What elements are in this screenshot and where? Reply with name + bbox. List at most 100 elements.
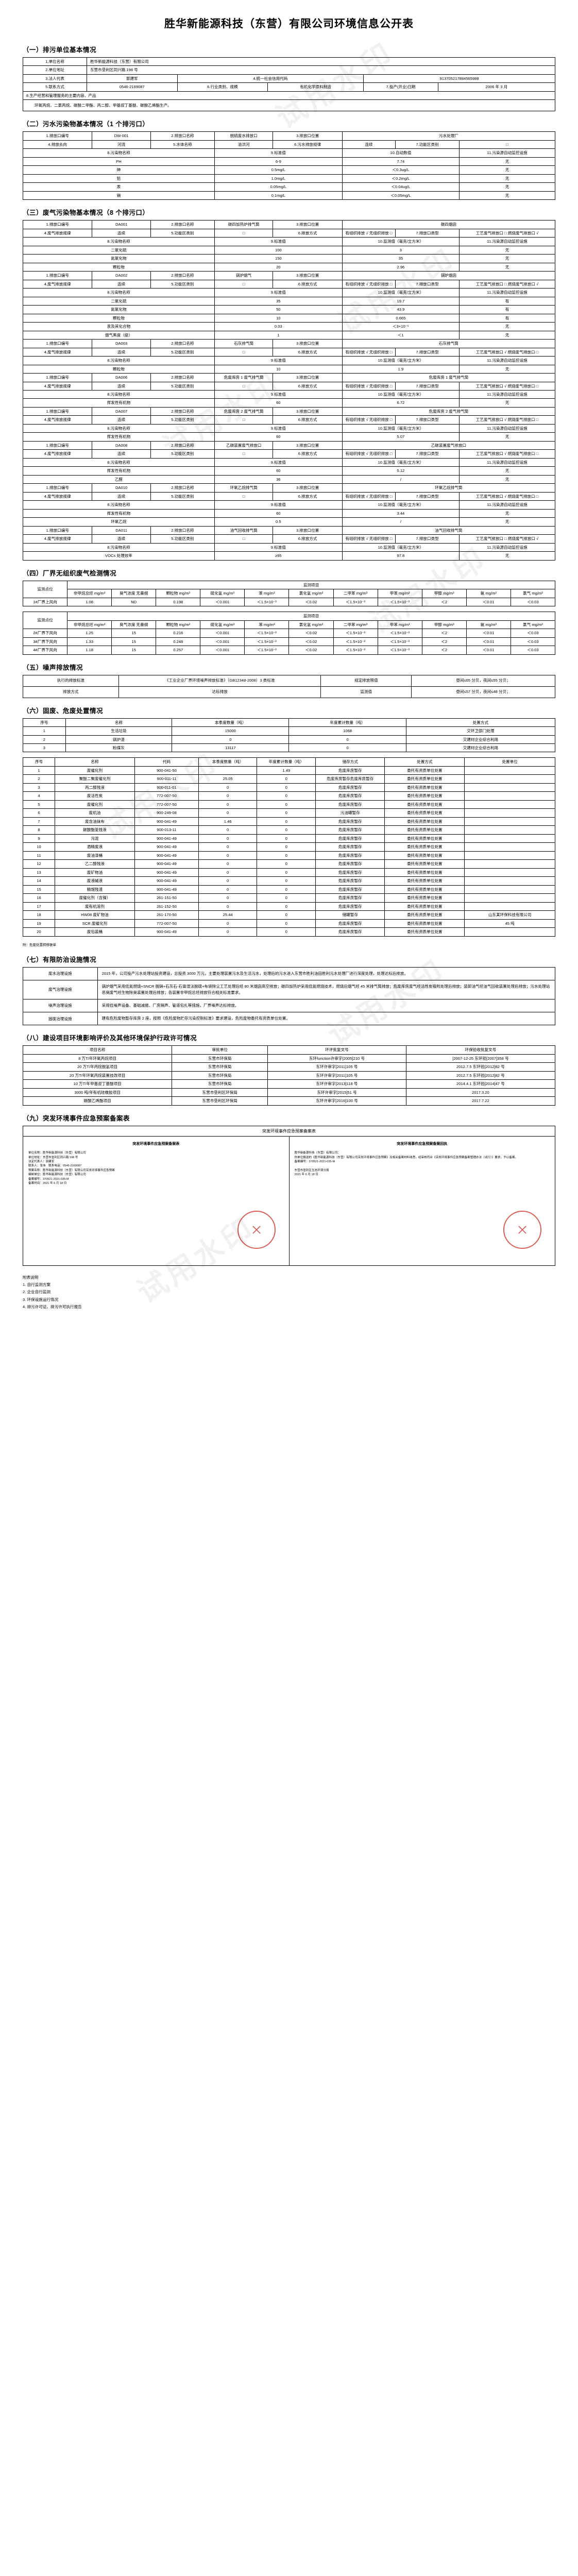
air-outlet-header-row: 1.排放口编号 DA011 2.排放口名称 油气回收排气筒 3.排放口位置 油气回收排气筒 bbox=[22, 526, 556, 535]
pollutant-measured: / bbox=[342, 517, 460, 527]
discharge-rule-value: 连续 bbox=[92, 449, 151, 459]
hazardous-waste-row: 13 废矿物油 900-041-49 0 0 危废库房暂存 委托有资质单位处置 bbox=[23, 868, 555, 877]
air-outlet-header-row: 1.排放口编号 DA007 2.排放口名称 危废库房 2 废气排气筒 3.排放口位置 危废… bbox=[22, 406, 556, 416]
haz-name: 废催化剂 bbox=[54, 800, 135, 809]
haz-storage: 危废库房暂存 bbox=[315, 783, 385, 792]
business-scope-label: 8.生产经营和管理服务的主要内容、产品 bbox=[23, 91, 555, 100]
monitor-column-header: 二甲苯 mg/m³ bbox=[333, 620, 378, 630]
haz-quarter-qty: 25.05 bbox=[198, 774, 258, 784]
eia-row: 8 万T/年环氧丙烷项目 东营市环保局 东环function许审字[2005]210… bbox=[22, 1054, 556, 1063]
monitor-point-label: 监测点位 bbox=[22, 612, 68, 630]
monitor-value: ＜2 bbox=[421, 597, 467, 607]
table-row: 8.生产经营和管理服务的主要内容、产品 bbox=[23, 91, 555, 100]
haz-quarter-qty: 0 bbox=[198, 808, 258, 818]
pollutant-name: PH bbox=[23, 157, 215, 166]
outlet-no-label: 1.排放口编号 bbox=[22, 131, 93, 141]
zone-label: 5.功能区类别 bbox=[150, 347, 215, 357]
legal-rep-value: 郭建军 bbox=[86, 74, 178, 83]
eia-row: 20 万T/年丙烷脱氢项目 东营市环保局 东环许审字[2011]105 号 2012.… bbox=[22, 1062, 556, 1072]
haz-quarter-qty: 0 bbox=[198, 791, 258, 801]
table-row: 8.污染物名称 9.标准值 10.自动数值 11.污染源自动监控设施 bbox=[23, 148, 555, 158]
document-page: 试用水印 试用水印 试用水印 试用水印 试用水印 试用水印 试用水印 试用水印 … bbox=[0, 0, 578, 1331]
pollutant-std: 10 bbox=[214, 313, 343, 323]
pollutant-name-header: 8.污染物名称 bbox=[23, 237, 215, 246]
monitor-value: ＜2 bbox=[421, 637, 467, 647]
haz-method: 委托有资质单位处置 bbox=[384, 800, 465, 809]
air-outlet-header-row: 1.排放口编号 DA001 2.排放口名称 碳四加热炉排气筒 3.排放口位置 碳四烟囱 bbox=[22, 220, 556, 229]
section-heading-9: （九）突发环境事件应急预案备案表 bbox=[23, 1114, 130, 1122]
table-row: 1.单位名称 胜华新能源科技（东营）有限公司 bbox=[23, 57, 556, 66]
pollutant-name: 挥发性有机物 bbox=[23, 509, 215, 518]
haz-name: 聚醚二聚废催化剂 bbox=[54, 774, 135, 784]
eia-acceptance-no: 2017.3.20 bbox=[405, 1088, 556, 1097]
haz-no: 13 bbox=[23, 868, 55, 877]
cert-body: 突发环境事件应急预案备案表 单位名称：胜华新能源科技（东营）有限公司 单位地址：… bbox=[23, 1136, 555, 1265]
zone-value: □ bbox=[214, 279, 274, 289]
haz-quarter-qty: 1.46 bbox=[198, 817, 258, 826]
outlet-no-label: 1.排放口编号 bbox=[22, 526, 93, 535]
monitor-column-header: 甲苯 mg/m³ bbox=[377, 620, 422, 630]
monitor-column-header: 甲醇 mg/m³ bbox=[421, 620, 467, 630]
eia-acceptance-no: 2012.7.5 东环验[2012]82 号 bbox=[405, 1062, 556, 1072]
pollutant-std: 100 bbox=[214, 245, 343, 255]
haz-name: 废机油 bbox=[54, 808, 135, 818]
discharge-mode-label: 6.排放方式 bbox=[273, 381, 343, 391]
eia-approval-no: 东环许审字[2013]118 号 bbox=[267, 1079, 406, 1089]
pollutant-name: 颗粒物 bbox=[23, 262, 215, 272]
business-scope-value: 环氧丙烷、二氯丙烷、碳酸二甲酯、丙二醇、甲基叔丁基醚、碳酸乙烯酯生产。 bbox=[23, 99, 555, 112]
haz-code: 772-007-50 bbox=[134, 919, 199, 928]
haz-storage: 危废库房暂存 bbox=[315, 817, 385, 826]
air-pollutant-row: 乙醛 36/无 bbox=[23, 474, 555, 484]
outlet-type-label: 7.排放口类型 bbox=[395, 415, 460, 425]
haz-storage: 污油罐暂存 bbox=[315, 808, 385, 818]
waste-year-qty: 0 bbox=[288, 735, 406, 744]
outlet-name-value: 危废库房 1 废气排气筒 bbox=[214, 373, 274, 382]
pollutant-std: 60 bbox=[214, 509, 343, 518]
haz-unit bbox=[464, 817, 555, 826]
monitor-point-label: 监测点位 bbox=[22, 580, 68, 598]
discharge-mode-value: 有组织排放 √ 无组织排放 □ bbox=[342, 279, 396, 289]
outlet-pos-value: 危废库房 2 废气排气筒 bbox=[342, 406, 556, 416]
pollutant-std: 10 bbox=[214, 364, 343, 374]
facility-label: 废气治理设施 bbox=[23, 979, 98, 1000]
haz-year-qty: 0 bbox=[257, 893, 316, 903]
discharge-rule-value: 连续 bbox=[92, 415, 151, 425]
haz-name: 废油漆桶 bbox=[54, 851, 135, 860]
unorg-data-row: 1#厂界上风向 1.08 ND 0.198 ＜0.001 ＜1.5×10⁻³ ＜0.02 ＜1… bbox=[22, 597, 556, 607]
monitor-column-header: 氯化氢 mg/m³ bbox=[288, 620, 334, 630]
air-outlet-header-row: 1.排放口编号 DA002 2.排放口名称 锅炉烟气 3.排放口位置 锅炉烟囱 bbox=[22, 271, 556, 280]
monitor-value: ＜0.03 bbox=[510, 629, 556, 638]
haz-unit bbox=[464, 808, 555, 818]
table-row: 汞 0.05mg/L ＜0.04ug/L 无 bbox=[23, 182, 555, 192]
zone-label: 7.功能区类别 bbox=[395, 140, 460, 149]
hazardous-waste-header: 代码 bbox=[134, 757, 199, 767]
haz-no: 14 bbox=[23, 876, 55, 886]
section4-table1-wrap: 监测点位 监测项目 非甲烷总烃 mg/m³ 臭气浓度 无量纲 颗粒物 mg/m³ 硫化氢 … bbox=[22, 580, 556, 607]
monitor-value: 0.248 bbox=[156, 637, 201, 647]
outlet-name-value: 脱硫废水排放口 bbox=[214, 131, 274, 141]
monitor-value: ＜1.5×10⁻³ bbox=[377, 597, 422, 607]
haz-code: 900-011-11 bbox=[134, 774, 199, 784]
table-row: 环氧丙烷、二氯丙烷、碳酸二甲酯、丙二醇、甲基叔丁基醚、碳酸乙烯酯生产。 bbox=[23, 99, 555, 112]
monitor-value: ND bbox=[111, 597, 157, 607]
outlet-pos-label: 3.排放口位置 bbox=[273, 271, 343, 280]
unorg-group-header-row: 监测点位 监测项目 bbox=[22, 612, 555, 630]
haz-method: 委托有资质单位处置 bbox=[384, 834, 465, 843]
air-pollutant-header-row: 8.污染物名称 9.标准值 10.监测值（毫克/立方米） 11.污染源自动监控设施 bbox=[23, 356, 555, 365]
outlet-pos-value: 油气回收排气筒 bbox=[342, 526, 556, 535]
monitor-value: 0.216 bbox=[156, 629, 201, 638]
pollutant-monitor: 无 bbox=[459, 517, 555, 527]
pollutant-std: 60 bbox=[214, 398, 343, 408]
pollutant-measured: 0.665 bbox=[342, 313, 460, 323]
air-pollutant-header-row: 8.污染物名称 9.标准值 10.监测值（毫克/立方米） 11.污染源自动监控设施 bbox=[23, 423, 555, 433]
hazardous-waste-row: 17 废有机溶剂 261-152-50 0 0 危废库房暂存 委托有资质单位处置 bbox=[23, 902, 555, 911]
air-pollutant-row: 二氧化硫 35 19.7 有 bbox=[23, 296, 555, 306]
table-row: 3.法人代表 郭建军 4.统一社会信用代码 913705217884565988 bbox=[23, 74, 555, 83]
startdate-label: 7.投产(开业)日期 bbox=[363, 82, 438, 92]
unorg-data-row: 4#厂界下风向 1.18 15 0.257 ＜0.001 ＜1.5×10⁻³ ＜0.02 ＜1… bbox=[22, 646, 556, 655]
haz-no: 15 bbox=[23, 885, 55, 894]
discharge-direction-value: 河流 bbox=[92, 140, 151, 149]
haz-name: 丙二醇残液 bbox=[54, 783, 135, 792]
air-pollutant-row: 挥发性有机物 60 6.72 无 bbox=[23, 398, 555, 408]
outlet-type-label: 7.排放口类型 bbox=[395, 381, 460, 391]
